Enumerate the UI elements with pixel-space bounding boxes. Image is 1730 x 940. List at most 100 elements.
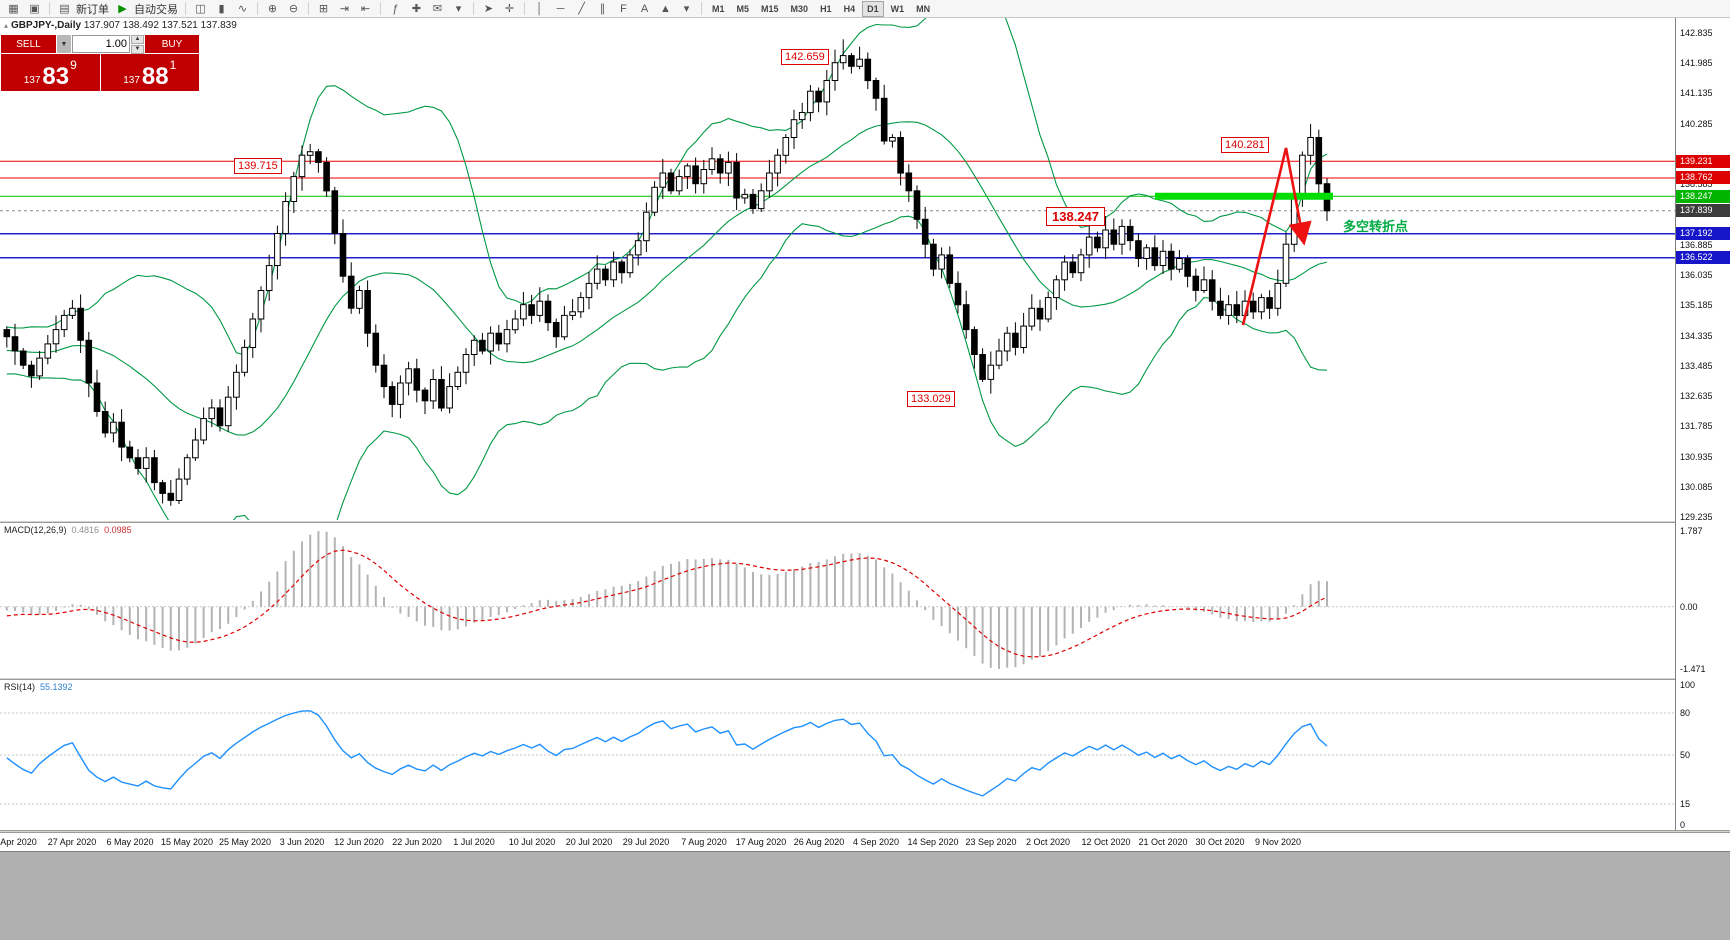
price-tick-label: 134.335 [1680,331,1713,341]
price-tick-label: 130.085 [1680,482,1713,492]
toolbar-separator [524,2,525,15]
dropdown-icon[interactable]: ▾ [455,3,462,15]
rsi-panel[interactable]: RSI(14) 55.1392 [0,680,1675,830]
buy-button[interactable]: BUY [145,35,199,53]
fibonacci-icon[interactable]: F [620,2,627,15]
new-order-icon[interactable]: ▤ [59,3,70,15]
timeframe-m15[interactable]: M15 [761,3,779,14]
auto-trading-button[interactable]: 自动交易 [134,3,178,16]
date-label: 25 May 2020 [218,837,272,847]
price-tick-label: 138.585 [1680,179,1713,189]
price-tick-label: 131.785 [1680,421,1713,431]
timeframe-h1[interactable]: H1 [820,3,832,14]
timeframe-h4[interactable]: H4 [843,3,856,14]
line-price-label: 137.192 [1676,227,1730,240]
candlestick-chart-icon[interactable]: ▮ [218,3,225,15]
volume-up-icon[interactable]: ▲ [131,35,144,44]
new-chart-icon[interactable]: ▦ [8,3,19,15]
add-indicator-icon[interactable]: ✚ [411,3,422,15]
timeframe-d1[interactable]: D1 [862,0,884,17]
panel-splitter[interactable] [0,830,1730,833]
rsi-axis-label: 80 [1680,708,1691,718]
vertical-line-icon[interactable]: │ [536,2,543,15]
publish-icon[interactable]: ✉ [432,3,443,15]
sell-price-button[interactable]: 137 83 9 [1,54,100,91]
macd-axis-label: 1.787 [1680,526,1703,536]
price-tick-label: 136.035 [1680,270,1713,280]
chart-symbol-icon: ▴ [4,21,9,30]
rsi-axis-label: 50 [1680,750,1691,760]
date-label: 12 Jun 2020 [334,837,384,847]
date-label: 21 Oct 2020 [1138,837,1188,847]
line-price-label: 138.247 [1676,190,1730,203]
macd-label: MACD(12,26,9) 0.4816 0.0985 [4,525,132,535]
timeframe-m30[interactable]: M30 [790,3,809,14]
sell-price-prefix: 137 [23,75,41,86]
indicators-icon[interactable]: ƒ [392,2,399,15]
macd-name: MACD(12,26,9) [4,525,67,535]
sell-button[interactable]: SELL [1,35,56,53]
rsi-canvas[interactable] [0,680,1675,830]
price-tick-label: 140.285 [1680,119,1713,129]
toolbar-separator [701,2,702,15]
rsi-axis-label: 0 [1680,820,1686,830]
volume-input[interactable] [72,35,130,53]
zoom-in-icon[interactable]: ⊕ [267,3,278,15]
symbol-period-label: GBPJPY-,Daily [11,20,82,31]
date-label: 23 Sep 2020 [965,837,1017,847]
sell-price-big: 83 [42,63,70,90]
toolbar-separator [49,2,50,15]
volume-down-icon[interactable]: ▼ [131,45,144,54]
auto-scroll-icon[interactable]: ⇥ [339,3,350,15]
macd-axis-label: 0.00 [1680,602,1698,612]
timeframe-mn[interactable]: MN [916,3,931,14]
trendline-icon[interactable]: ╱ [578,3,585,15]
toolbar-separator [380,2,381,15]
buy-price-button[interactable]: 137 88 1 [100,54,199,91]
buy-price-big: 88 [141,63,169,90]
price-tick-label: 136.885 [1680,240,1713,250]
cursor-icon[interactable]: ➤ [483,3,494,15]
rsi-label: RSI(14) 55.1392 [4,682,73,692]
volume-stepper[interactable]: ▲ ▼ [131,35,144,54]
timeframe-m1[interactable]: M1 [712,3,725,14]
zoom-out-icon[interactable]: ⊖ [288,3,299,15]
chart-shift-icon[interactable]: ⇤ [360,3,371,15]
toolbar-separator [185,2,186,15]
new-order-button[interactable]: 新订单 [76,3,109,16]
macd-signal-value: 0.0985 [104,525,132,535]
text-tool-icon[interactable]: A [640,2,649,15]
shapes-icon[interactable]: ▲ [660,2,671,15]
dropdown-icon[interactable]: ▾ [683,3,690,15]
timeframe-w1[interactable]: W1 [890,3,905,14]
macd-panel[interactable]: MACD(12,26,9) 0.4816 0.0985 [0,523,1675,677]
horizontal-line-icon[interactable]: ─ [556,2,565,15]
panel-splitter[interactable] [0,520,1675,523]
timeframe-m5[interactable]: M5 [736,3,750,14]
price-chart-canvas[interactable] [0,0,1675,584]
date-label: 4 Sep 2020 [852,837,900,847]
date-label: 7 Aug 2020 [681,837,727,847]
bar-chart-icon[interactable]: ◫ [195,3,206,15]
price-tick-label: 141.135 [1680,88,1713,98]
line-chart-icon[interactable]: ∿ [237,3,248,15]
time-axis[interactable]: 7 Apr 2020 27 Apr 2020 6 May 2020 15 May 20… [0,833,1730,851]
price-tick-label: 132.635 [1680,391,1713,401]
date-label: 27 Apr 2020 [47,837,97,847]
date-label: 1 Jul 2020 [453,837,495,847]
price-axis[interactable]: 129.235 130.085 130.935 131.785 132.635 133.4… [1675,18,1730,830]
macd-canvas[interactable] [0,523,1675,677]
panel-splitter[interactable] [0,677,1675,680]
rsi-name: RSI(14) [4,682,36,692]
channel-icon[interactable]: ∥ [599,3,606,15]
price-tick-label: 129.235 [1680,512,1713,522]
price-chart-area[interactable]: 142.659 139.715 140.281 138.247 133.029 多空转折点 [0,0,1675,584]
order-type-dropdown-icon[interactable]: ▼ [57,35,71,53]
tile-windows-icon[interactable]: ⊞ [318,3,329,15]
date-label: 26 Aug 2020 [793,837,845,847]
crosshair-icon[interactable]: ✛ [504,3,515,15]
macd-axis-label: -1.471 [1680,664,1706,674]
toolbar-separator [257,2,258,15]
profiles-icon[interactable]: ▣ [29,3,40,15]
auto-trading-icon[interactable]: ▶ [118,3,127,15]
